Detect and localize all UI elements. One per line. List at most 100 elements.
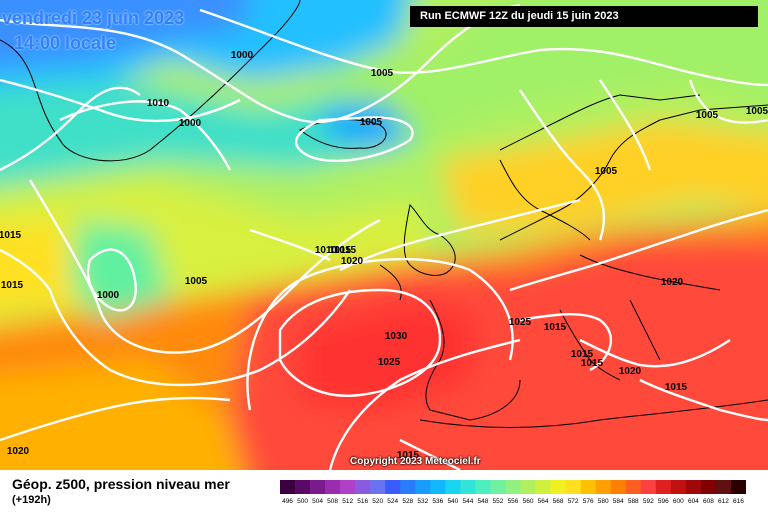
legend-subtitle: (+192h) (12, 494, 51, 506)
color-scale-tick-label: 616 (733, 498, 744, 505)
color-scale-tick-label: 524 (387, 498, 398, 505)
isobar-label: 1010 (315, 245, 338, 256)
color-scale-swatch (610, 480, 627, 494)
color-scale-tick-label: 588 (628, 498, 639, 505)
model-run-banner: Run ECMWF 12Z du jeudi 15 juin 2023 (410, 6, 758, 27)
color-scale-swatch (445, 480, 461, 494)
color-scale-tick-label: 564 (538, 498, 549, 505)
isobar-label: 1005 (371, 68, 394, 79)
color-scale-tick-label: 540 (447, 498, 458, 505)
color-scale-swatch (325, 480, 341, 494)
color-scale-tick-label: 600 (673, 498, 684, 505)
color-scale-swatch (460, 480, 476, 494)
isobar-label: 1020 (341, 256, 364, 267)
color-scale-tick-label: 556 (508, 498, 519, 505)
color-scale-tick-label: 504 (312, 498, 323, 505)
isobar-label: 1000 (97, 290, 120, 301)
color-scale-swatch (625, 480, 642, 494)
forecast-time: 14:00 locale (14, 33, 117, 53)
color-scale-tick-label: 520 (372, 498, 383, 505)
color-scale-swatch (535, 480, 551, 494)
color-scale-swatch (715, 480, 732, 494)
color-scale-swatch (430, 480, 446, 494)
color-scale-swatch (415, 480, 431, 494)
color-scale-swatch (520, 480, 536, 494)
color-scale-tick-label: 580 (598, 498, 609, 505)
color-scale-swatch (355, 480, 371, 494)
isobar-label: 1010 (147, 98, 170, 109)
color-scale-swatch (730, 480, 746, 494)
color-scale-tick-label: 560 (523, 498, 534, 505)
color-scale-tick-label: 528 (402, 498, 413, 505)
isobar-label: 1025 (378, 357, 401, 368)
isobar-label: 1005 (360, 117, 383, 128)
color-scale-tick-label: 568 (553, 498, 564, 505)
isobar-label: 1015 (544, 322, 567, 333)
color-scale-swatch (385, 480, 401, 494)
color-scale-swatch (280, 480, 296, 494)
color-scale-swatch (640, 480, 657, 494)
isobar-label: 1020 (661, 277, 684, 288)
color-scale-swatch (595, 480, 612, 494)
isobar-label: 1020 (7, 446, 30, 457)
color-scale-swatch (340, 480, 356, 494)
isobar-label: 1000 (179, 118, 202, 129)
color-scale-swatch (550, 480, 566, 494)
color-scale-tick-label: 552 (493, 498, 504, 505)
color-scale-tick-label: 608 (703, 498, 714, 505)
isobar-label: 1000 (231, 50, 254, 61)
color-scale-tick-label: 508 (327, 498, 338, 505)
color-scale-tick-label: 496 (282, 498, 293, 505)
color-scale-swatch (655, 480, 672, 494)
copyright-text: Copyright 2023 Meteociel.fr (350, 456, 481, 467)
isobar-label: 1015 (329, 245, 352, 256)
isobar-label: 1025 (509, 317, 532, 328)
color-scale-tick-label: 596 (658, 498, 669, 505)
color-scale-swatch (505, 480, 521, 494)
color-scale-swatch (475, 480, 491, 494)
color-scale-swatch (565, 480, 581, 494)
z500-color-field (0, 0, 768, 470)
color-scale-tick-label: 584 (613, 498, 624, 505)
isobar-label: 1005 (746, 106, 768, 117)
color-scale-swatch (490, 480, 506, 494)
color-scale-swatch (685, 480, 702, 494)
isobar-label: 1015 (0, 230, 22, 241)
legend-title: Géop. z500, pression niveau mer (12, 476, 230, 492)
isobar-label: 1015 (334, 245, 357, 256)
color-scale-swatch (295, 480, 311, 494)
color-scale-swatch (370, 480, 386, 494)
color-scale-tick-label: 576 (583, 498, 594, 505)
isobar-label: 1005 (595, 166, 618, 177)
color-scale-tick-label: 500 (297, 498, 308, 505)
color-scale-tick-label: 612 (718, 498, 729, 505)
color-scale-swatch (700, 480, 717, 494)
isobar-label: 1015 (1, 280, 24, 291)
isobar-lines (0, 3, 768, 470)
isobar-label: 1005 (185, 276, 208, 287)
color-scale-tick-label: 592 (643, 498, 654, 505)
color-scale-tick-label: 604 (688, 498, 699, 505)
color-scale-tick-label: 512 (342, 498, 353, 505)
color-scale-bar: 496 500 504 508 512 516 520 524 528 532 536 540 544 5… (280, 480, 746, 505)
isobar-label: 1005 (696, 110, 719, 121)
isobar-label: 1030 (385, 331, 408, 342)
isobar-label: 1020 (619, 366, 642, 377)
color-scale-tick-label: 544 (462, 498, 473, 505)
isobar-label: 1015 (571, 349, 594, 360)
color-scale-swatch (670, 480, 687, 494)
color-scale-swatch (400, 480, 416, 494)
color-scale-tick-label: 516 (357, 498, 368, 505)
color-scale-tick-label: 536 (432, 498, 443, 505)
color-scale-swatch (310, 480, 326, 494)
color-scale-tick-label: 548 (478, 498, 489, 505)
forecast-date: vendredi 23 juin 2023 (2, 8, 185, 28)
isobar-label: 1015 (581, 358, 604, 369)
legend-panel: Géop. z500, pression niveau mer (+192h) … (0, 470, 768, 512)
color-scale-swatch (580, 480, 596, 494)
isobar-label: 1015 (397, 450, 420, 461)
color-scale-tick-label: 572 (568, 498, 579, 505)
